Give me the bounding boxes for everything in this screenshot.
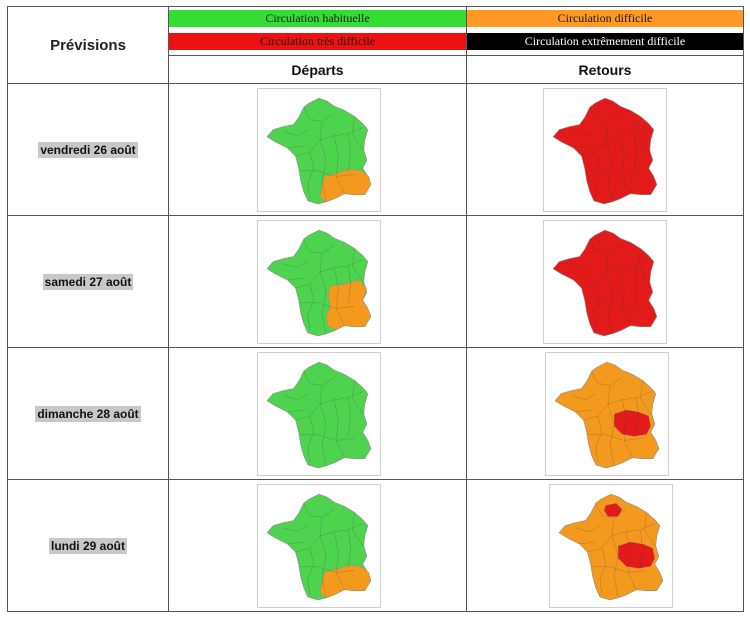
department-borders [569,107,649,201]
retours-map [545,352,669,476]
legend-habituelle: Circulation habituelle [169,10,466,27]
france-map [266,229,372,337]
table-row: samedi 27 août [7,215,744,348]
map-territory [552,97,658,205]
france-map [552,97,658,205]
france-map [558,493,664,601]
retours-map [549,484,673,608]
map-territory [558,493,664,601]
legend-left: Circulation habituelle Circulation très … [168,6,467,56]
map-territory [266,361,372,469]
day-label: samedi 27 août [42,273,134,290]
map-zone-east-red [613,409,651,437]
france-map [266,493,372,601]
departs-map [257,88,381,212]
legend-tres-difficile: Circulation très difficile [169,33,466,50]
department-borders [575,503,655,597]
map-zone-southeast-orange [325,279,372,331]
department-borders [571,371,651,465]
departs-map [257,484,381,608]
map-territory [552,229,658,337]
table-row: vendredi 26 août [7,83,744,216]
department-borders [283,107,363,201]
department-borders [569,239,649,333]
map-zone-south-orange [319,565,372,599]
table-row: dimanche 28 août [7,347,744,480]
map-zone-paris-red [603,503,623,517]
day-label: dimanche 28 août [35,405,141,422]
retours-map [543,220,667,344]
table-row: lundi 29 août [7,479,744,612]
department-borders [283,239,363,333]
departs-map [257,220,381,344]
france-map [554,361,660,469]
france-map [552,229,658,337]
day-label: lundi 29 août [48,537,127,554]
legend-difficile: Circulation difficile [467,10,743,27]
legend-extremement-difficile: Circulation extrêmement difficile [467,33,743,50]
forecast-table: Prévisions Circulation habituelle Circul… [7,6,744,612]
legend-right: Circulation difficile Circulation extrêm… [466,6,744,56]
map-zone-south-orange [319,169,372,203]
france-map [266,97,372,205]
retours-map [543,88,667,212]
map-zone-east-red [617,541,655,569]
previsions-header: Prévisions [7,6,169,84]
departs-map [257,352,381,476]
department-borders [283,371,363,465]
department-borders [283,503,363,597]
map-territory [554,361,660,469]
departs-header: Départs [168,55,467,84]
retours-header: Retours [466,55,744,84]
france-map [266,361,372,469]
day-label: vendredi 26 août [38,141,138,158]
